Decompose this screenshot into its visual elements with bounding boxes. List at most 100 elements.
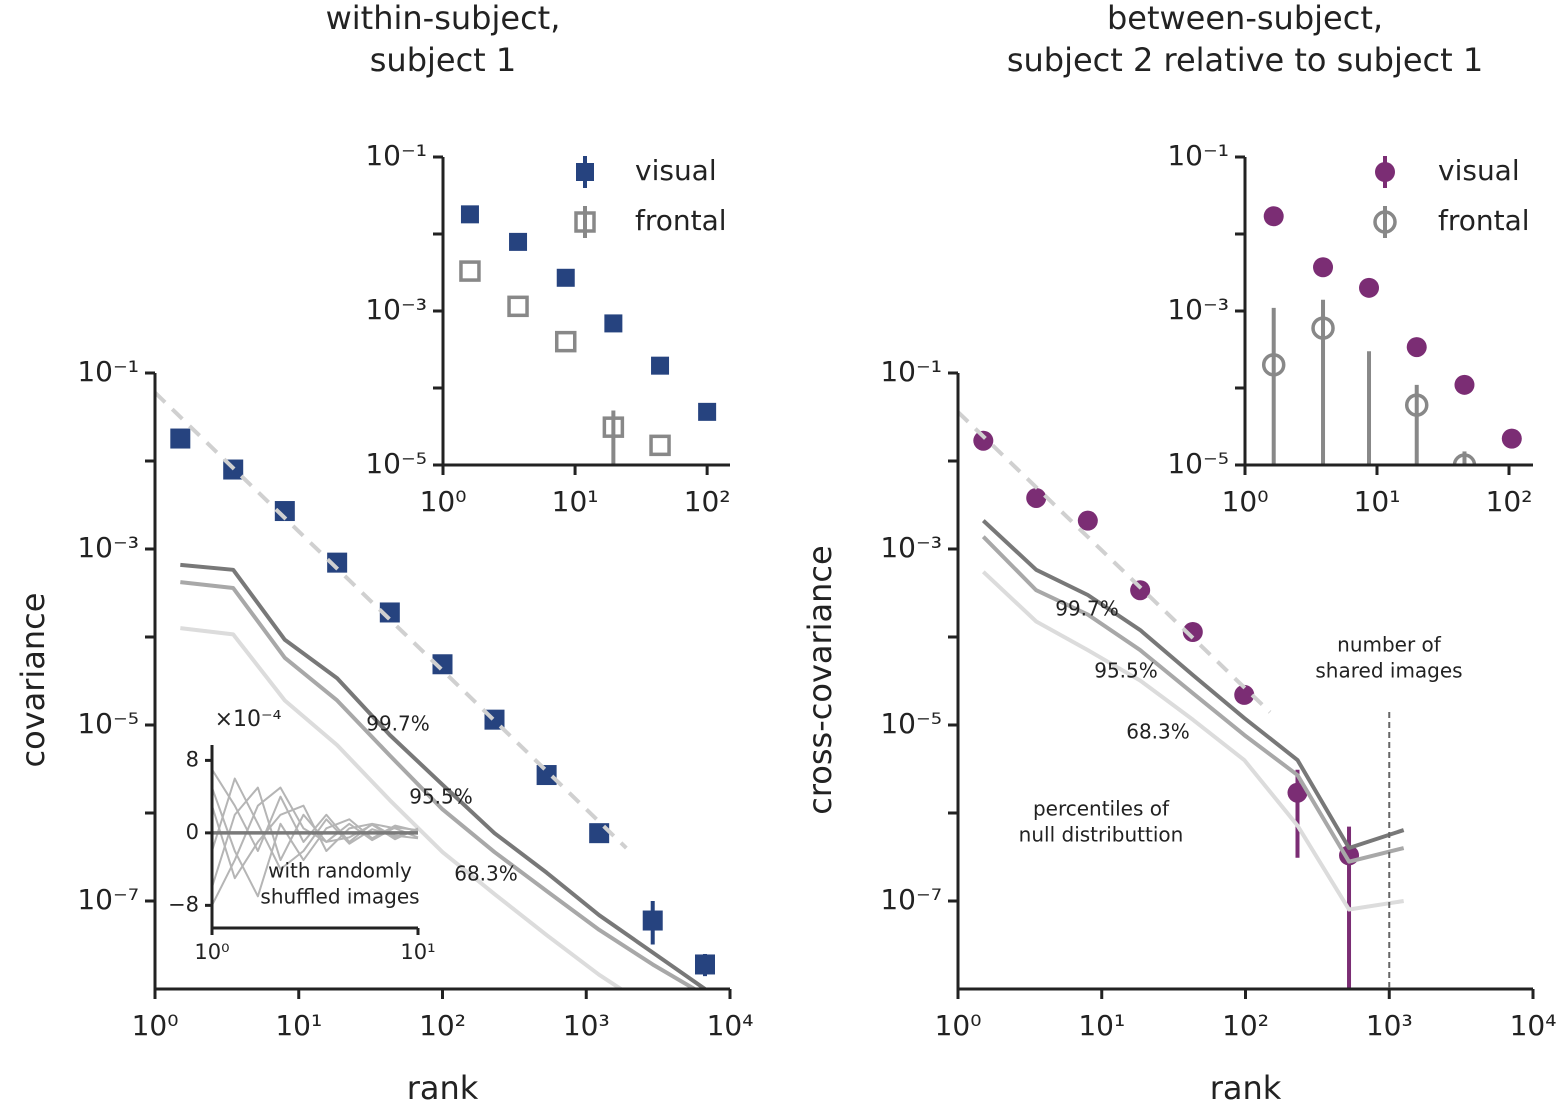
line-label: 95.5% — [409, 785, 473, 809]
y-axis-label: covariance — [14, 593, 52, 768]
line-label: 95.5% — [1094, 659, 1158, 683]
marker — [1261, 353, 1286, 377]
legend-marker — [574, 211, 596, 233]
legend-label: frontal — [1438, 204, 1530, 237]
annotation: with randomly — [268, 859, 412, 883]
marker — [170, 428, 191, 449]
legend-marker — [1373, 210, 1397, 234]
marker — [459, 260, 481, 282]
marker — [604, 314, 623, 333]
marker — [973, 430, 994, 451]
y-tick-label: 10⁻¹ — [77, 355, 139, 388]
x-tick-label: 10¹ — [552, 485, 599, 518]
x-tick-label: 10² — [684, 485, 731, 518]
marker — [1406, 337, 1427, 358]
plot-area — [958, 410, 1405, 989]
marker — [1263, 206, 1284, 227]
line — [180, 580, 699, 989]
x-tick-label: 10² — [1486, 485, 1533, 518]
marker — [432, 654, 453, 675]
x-tick-label: 10⁴ — [707, 1009, 754, 1042]
x-tick-label: 10⁰ — [935, 1009, 982, 1042]
y-tick-label: 10⁻³ — [1167, 293, 1229, 326]
annotation: shuffled images — [260, 885, 419, 909]
chart-title: subject 2 relative to subject 1 — [1007, 41, 1483, 79]
x-tick-label: 10⁰ — [420, 485, 467, 518]
x-tick-label: 10⁴ — [1510, 1009, 1557, 1042]
marker — [1454, 374, 1475, 395]
x-tick-label: 10⁰ — [194, 940, 229, 964]
marker — [460, 205, 479, 224]
legend-label: frontal — [635, 204, 727, 237]
x-axis-label: rank — [407, 1069, 479, 1107]
x-tick-label: 10³ — [1366, 1009, 1413, 1042]
marker — [1077, 510, 1098, 531]
marker — [379, 602, 400, 623]
y-tick-label: 10⁻⁷ — [880, 883, 942, 916]
y-tick-label: 10⁻¹ — [880, 355, 942, 388]
scale-label: ×10⁻⁴ — [215, 707, 282, 732]
y-tick-label: 10⁻³ — [365, 293, 427, 326]
y-tick-label: 10⁻³ — [880, 531, 942, 564]
legend-label: visual — [635, 154, 717, 187]
marker — [694, 954, 715, 975]
line — [180, 562, 707, 989]
marker — [1452, 453, 1477, 465]
y-tick-label: 0 — [186, 820, 199, 844]
line-label: 99.7% — [1055, 597, 1119, 621]
y-tick-label: 10⁻⁵ — [880, 707, 942, 740]
y-tick-label: 10⁻⁵ — [1167, 447, 1229, 480]
plot-area — [1261, 206, 1522, 465]
marker — [1313, 257, 1334, 278]
marker — [1359, 277, 1380, 298]
marker — [649, 434, 671, 457]
x-tick-label: 10¹ — [275, 1009, 322, 1042]
x-tick-label: 10² — [1222, 1009, 1269, 1042]
x-tick-label: 10¹ — [1078, 1009, 1125, 1042]
x-tick-label: 10⁰ — [132, 1009, 179, 1042]
line-label: 68.3% — [454, 862, 518, 886]
line — [180, 626, 625, 989]
annotation: shared images — [1315, 659, 1462, 683]
marker — [698, 402, 717, 421]
marker — [1234, 684, 1255, 705]
marker — [556, 268, 575, 287]
legend-marker — [576, 163, 594, 181]
marker — [651, 356, 670, 375]
annotation: null distributtion — [1019, 823, 1184, 847]
marker — [274, 501, 295, 522]
marker — [1501, 428, 1522, 449]
line — [981, 519, 1405, 851]
marker — [554, 330, 577, 353]
y-tick-label: 10⁻¹ — [365, 139, 427, 172]
legend-marker — [1375, 162, 1395, 182]
marker — [509, 232, 528, 251]
annotation: percentiles of — [1033, 797, 1170, 821]
annotation: number of — [1337, 633, 1442, 657]
line — [981, 570, 1404, 912]
plot-area — [155, 391, 715, 989]
x-tick-label: 10³ — [563, 1009, 610, 1042]
legend-label: visual — [1438, 154, 1520, 187]
y-tick-label: 10⁻⁵ — [77, 707, 139, 740]
line-label: 68.3% — [1126, 720, 1190, 744]
line — [981, 535, 1405, 864]
y-tick-label: 10⁻⁵ — [365, 447, 427, 480]
y-axis-label: cross-covariance — [801, 545, 839, 814]
x-tick-label: 10² — [419, 1009, 466, 1042]
line-label: 99.7% — [366, 712, 430, 736]
marker — [1182, 621, 1203, 642]
plot-area — [212, 768, 419, 906]
x-axis-label: rank — [1210, 1069, 1282, 1107]
x-tick-label: 10¹ — [400, 940, 435, 964]
marker — [507, 295, 529, 318]
y-tick-label: 10⁻¹ — [1167, 139, 1229, 172]
marker — [536, 765, 557, 786]
line — [212, 804, 419, 880]
x-tick-label: 10¹ — [1354, 485, 1401, 518]
fit-line — [958, 410, 1272, 714]
y-tick-label: 8 — [186, 747, 199, 771]
marker — [1311, 316, 1335, 340]
marker — [642, 910, 663, 931]
